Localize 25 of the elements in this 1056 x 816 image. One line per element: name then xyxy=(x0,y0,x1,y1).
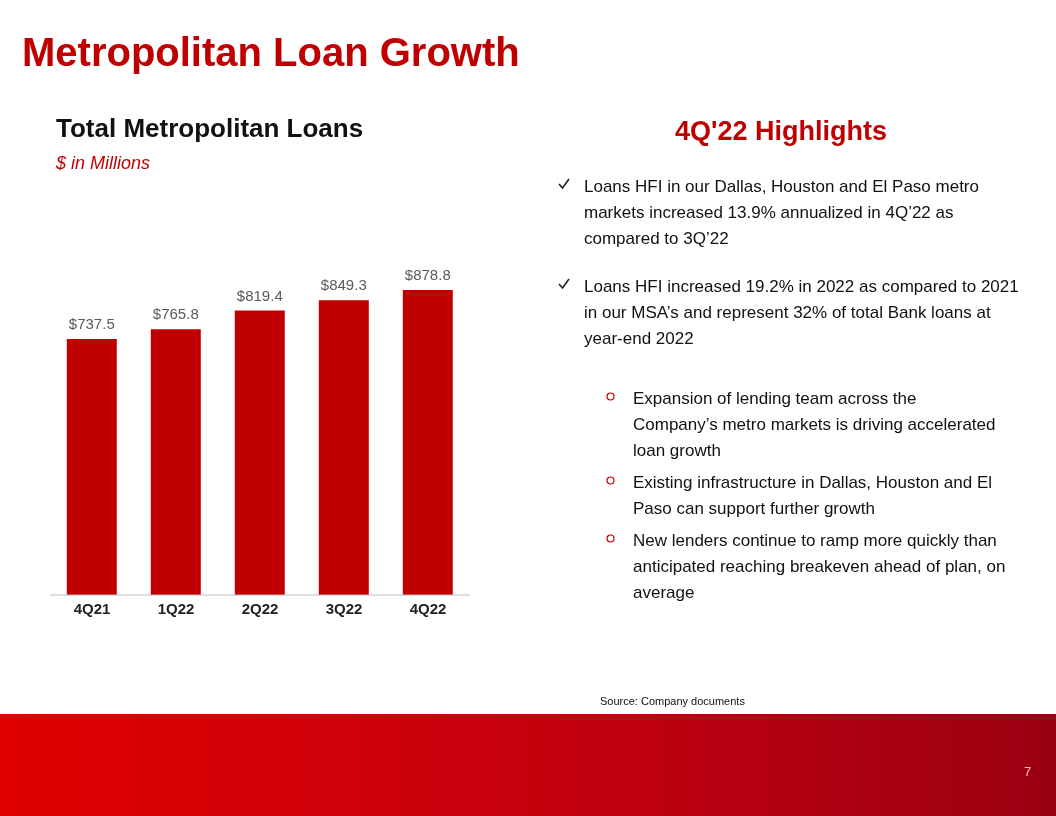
bar xyxy=(402,290,453,595)
data-label: $849.3 xyxy=(320,276,367,294)
source-note: Source: Company documents xyxy=(600,695,745,707)
data-label: $765.8 xyxy=(152,305,199,323)
x-tick-label: 4Q21 xyxy=(73,599,111,617)
text: New lenders continue to ramp more quickly than anticipated reaching breakeven ahead of plan, on average xyxy=(633,530,1007,604)
text: 7 xyxy=(1024,764,1032,779)
text: 4Q'22 Highlights xyxy=(675,116,887,147)
data-label: $819.4 xyxy=(236,286,283,304)
text: Existing infrastructure in Dallas, Houston and El Paso can support further growth xyxy=(633,472,994,520)
bar xyxy=(150,329,201,595)
x-tick-label: 1Q22 xyxy=(157,599,195,617)
x-tick-label: 2Q22 xyxy=(241,599,279,617)
text: Loans HFI in our Dallas, Houston and El Paso metro markets increased 13.9% annualized in 4Q’22 as compared to 3Q’22 xyxy=(584,176,980,250)
text: Expansion of lending team across the Company’s metro markets is driving accelerated loan growth xyxy=(633,388,997,462)
text: Metropolitan Loan Growth xyxy=(22,30,520,75)
text: Loans HFI increased 19.2% in 2022 as compared to 2021 in our MSA’s and represent 32% of total Bank loans at year-end 2022 xyxy=(584,276,1020,350)
chart-title: Total Metropolitan Loans xyxy=(56,113,364,144)
data-label: $737.5 xyxy=(68,315,115,333)
bar xyxy=(66,339,117,595)
x-tick-label: 4Q22 xyxy=(409,599,447,617)
bar xyxy=(234,310,285,595)
chart-subtitle: $ in Millions xyxy=(56,153,151,174)
bar xyxy=(318,300,369,595)
x-tick-label: 3Q22 xyxy=(325,599,363,617)
